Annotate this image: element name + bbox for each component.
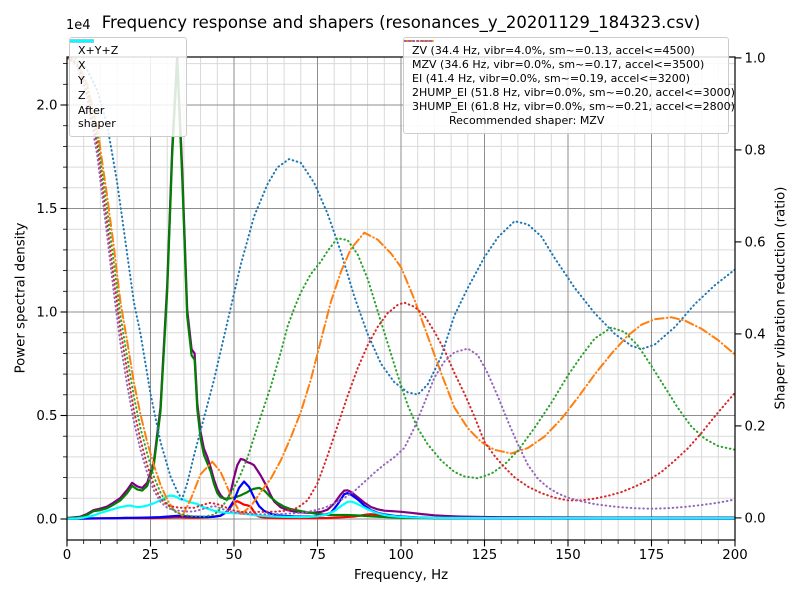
legend-swatch-3hump-ei xyxy=(404,40,434,42)
legend-item-label: ZV (34.4 Hz, vibr=4.0%, sm~=0.13, accel<… xyxy=(412,43,695,57)
legend-item: X xyxy=(70,39,178,72)
tick-label: 0.6 xyxy=(745,236,766,251)
tick-label: 0 xyxy=(63,548,71,563)
tick-label: 200 xyxy=(722,548,747,563)
legend-item: X+Y+Z xyxy=(70,39,178,57)
series-y xyxy=(67,60,735,520)
series-3hump-ei xyxy=(67,57,735,516)
y-axis-offset-label: 1e4 xyxy=(66,18,91,33)
series-2hump-ei xyxy=(67,57,735,514)
legend-item: EI (41.4 Hz, vibr=0.0%, sm~=0.19, accel<… xyxy=(404,40,720,85)
tick-label: 25 xyxy=(142,548,159,563)
legend-item-label: Y xyxy=(78,74,85,87)
legend-item: Z xyxy=(70,39,178,102)
tick-label: 1.5 xyxy=(36,202,57,217)
tick-label: 1.0 xyxy=(36,306,57,321)
tick-label: 0.8 xyxy=(745,144,766,159)
shaper-legend: ZV (34.4 Hz, vibr=4.0%, sm~=0.13, accel<… xyxy=(403,37,735,134)
tick-label: 2.0 xyxy=(36,99,57,114)
tick-label: 100 xyxy=(388,548,413,563)
tick-label: 175 xyxy=(639,548,664,563)
legend-item-label: X xyxy=(78,59,86,72)
tick-label: 0.0 xyxy=(745,512,766,527)
legend-footer-recommended-shaper: Recommended shaper: MZV xyxy=(412,114,720,127)
y-axis-label-left: Power spectral density xyxy=(13,222,29,374)
legend-item-label: Z xyxy=(78,89,86,102)
legend-item: MZV (34.6 Hz, vibr=0.0%, sm~=0.17, accel… xyxy=(404,40,720,71)
legend-item: After shaper xyxy=(70,39,178,130)
tick-label: 0.5 xyxy=(36,409,57,424)
chart-curves xyxy=(67,57,735,520)
tick-label: 50 xyxy=(226,548,243,563)
legend-item-label: 2HUMP_EI (51.8 Hz, vibr=0.0%, sm~=0.20, … xyxy=(412,86,735,100)
legend-item-label: 3HUMP_EI (61.8 Hz, vibr=0.0%, sm~=0.21, … xyxy=(412,100,735,114)
tick-label: 75 xyxy=(309,548,326,563)
series-ei xyxy=(67,57,735,518)
legend-item-label: X+Y+Z xyxy=(78,44,119,57)
legend-item: 3HUMP_EI (61.8 Hz, vibr=0.0%, sm~=0.21, … xyxy=(404,40,735,113)
legend-item: Y xyxy=(70,39,178,87)
tick-label: 125 xyxy=(472,548,497,563)
legend-footer-label: Recommended shaper: MZV xyxy=(449,114,605,128)
tick-label: 0.4 xyxy=(745,328,766,343)
legend-item-label: After shaper xyxy=(78,104,116,130)
legend-item-label: MZV (34.6 Hz, vibr=0.0%, sm~=0.17, accel… xyxy=(412,57,705,71)
tick-label: 150 xyxy=(555,548,580,563)
series-after-shaper xyxy=(67,494,735,520)
tick-label: 1.0 xyxy=(745,52,766,67)
legend-item-label: EI (41.4 Hz, vibr=0.0%, sm~=0.19, accel<… xyxy=(412,71,690,85)
psd-legend: X+Y+Z X Y Z After shaper xyxy=(69,37,187,137)
tick-label: 0.0 xyxy=(36,513,57,528)
axis-ticks: 0 25 50 75 100 125 150 175 200 0.0 0.5 1.0 1.5 2.0 0.0… xyxy=(36,52,765,563)
gridlines xyxy=(66,57,736,540)
y-axis-label-right: Shaper vibration reduction (ratio) xyxy=(773,186,789,410)
legend-item: 2HUMP_EI (51.8 Hz, vibr=0.0%, sm~=0.20, … xyxy=(404,40,735,99)
legend-swatch-after-shaper xyxy=(70,39,94,43)
series-mzv xyxy=(67,57,735,517)
chart-title: Frequency response and shapers (resonanc… xyxy=(101,13,701,32)
legend-item: ZV (34.4 Hz, vibr=4.0%, sm~=0.13, accel<… xyxy=(404,40,720,57)
tick-label: 0.2 xyxy=(745,420,766,435)
series-zv xyxy=(67,57,735,501)
x-axis-label: Frequency, Hz xyxy=(353,568,449,583)
